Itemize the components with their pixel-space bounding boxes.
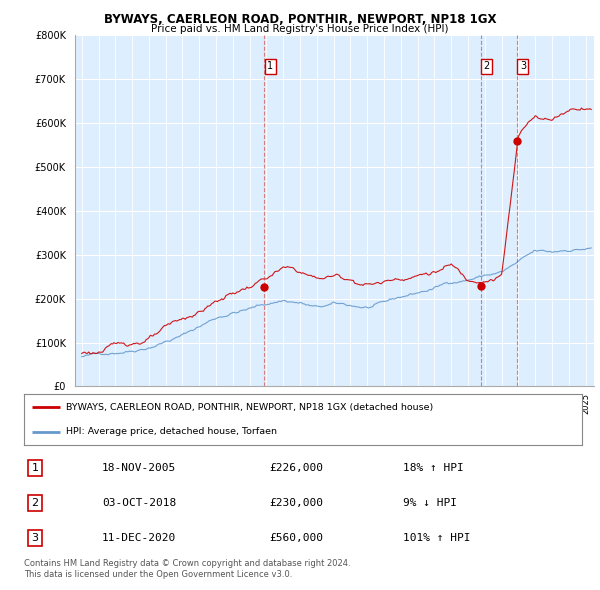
Text: 101% ↑ HPI: 101% ↑ HPI [403,533,471,543]
Text: Price paid vs. HM Land Registry's House Price Index (HPI): Price paid vs. HM Land Registry's House … [151,24,449,34]
Text: 3: 3 [520,61,526,71]
Text: £560,000: £560,000 [269,533,323,543]
Text: £226,000: £226,000 [269,463,323,473]
Text: 3: 3 [32,533,38,543]
Text: 9% ↓ HPI: 9% ↓ HPI [403,498,457,508]
Text: 2: 2 [483,61,490,71]
Text: This data is licensed under the Open Government Licence v3.0.: This data is licensed under the Open Gov… [24,571,292,579]
Text: 18-NOV-2005: 18-NOV-2005 [102,463,176,473]
Text: BYWAYS, CAERLEON ROAD, PONTHIR, NEWPORT, NP18 1GX (detached house): BYWAYS, CAERLEON ROAD, PONTHIR, NEWPORT,… [66,402,433,412]
Text: HPI: Average price, detached house, Torfaen: HPI: Average price, detached house, Torf… [66,427,277,437]
Text: 1: 1 [267,61,273,71]
Text: 11-DEC-2020: 11-DEC-2020 [102,533,176,543]
Text: Contains HM Land Registry data © Crown copyright and database right 2024.: Contains HM Land Registry data © Crown c… [24,559,350,568]
Text: £230,000: £230,000 [269,498,323,508]
Text: 2: 2 [32,498,39,508]
Text: 1: 1 [32,463,38,473]
Text: 03-OCT-2018: 03-OCT-2018 [102,498,176,508]
Text: 18% ↑ HPI: 18% ↑ HPI [403,463,464,473]
Text: BYWAYS, CAERLEON ROAD, PONTHIR, NEWPORT, NP18 1GX: BYWAYS, CAERLEON ROAD, PONTHIR, NEWPORT,… [104,13,496,26]
